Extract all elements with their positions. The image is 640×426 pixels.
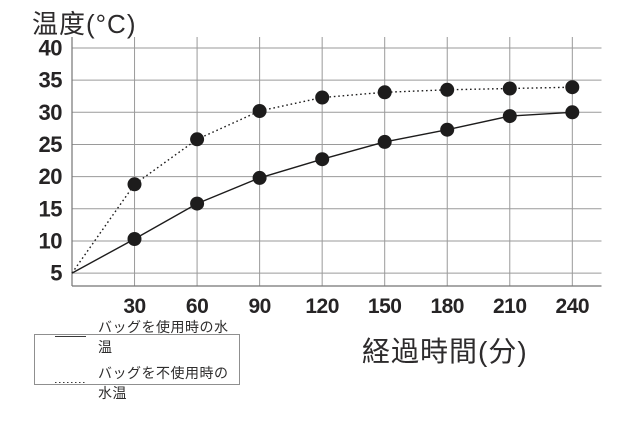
data-point-series1 [315,152,330,167]
x-tick-label: 120 [305,295,339,318]
y-tick-label: 20 [39,164,63,189]
legend-box: バッグを使用時の水温 バッグを不使用時の水温 [34,319,240,401]
data-point-series1 [252,170,267,185]
x-axis-title: 経過時間(分) [362,336,528,367]
x-tick-label: 30 [123,295,145,318]
data-point-series2 [190,132,205,147]
y-tick-label: 30 [39,100,63,125]
x-tick-label: 90 [248,295,270,318]
y-tick-label: 5 [50,261,62,286]
legend-line-solid-sample [55,336,86,337]
data-point-series2 [127,177,142,192]
data-point-series2 [440,82,455,97]
data-point-series2 [565,80,580,95]
legend-label-bag-used: バッグを使用時の水温 [98,318,229,355]
legend-label-bag-not-used: バッグを不使用時の水温 [98,364,229,401]
y-tick-label: 40 [39,35,63,60]
data-point-series2 [377,85,392,100]
legend-item-bag-used: バッグを使用時の水温 [55,317,239,357]
x-tick-label: 210 [493,295,527,318]
legend-item-bag-not-used: バッグを不使用時の水温 [55,363,239,403]
data-point-series1 [377,134,392,149]
x-tick-label: 60 [186,295,208,318]
data-point-series2 [252,104,267,118]
legend-line-dotted-sample [55,381,86,384]
x-tick-label: 240 [556,295,590,318]
y-tick-label: 10 [39,228,63,253]
y-tick-label: 15 [39,196,63,221]
data-point-series1 [127,232,142,246]
y-tick-label: 35 [39,68,63,93]
data-point-series1 [565,105,580,120]
data-point-series1 [440,122,455,137]
data-point-series2 [315,90,330,105]
data-point-series1 [190,196,205,211]
x-tick-label: 150 [368,295,402,318]
x-tick-label: 180 [430,295,464,318]
y-axis-title: 温度(°C) [32,9,137,39]
y-tick-label: 25 [39,132,63,157]
data-point-series2 [502,81,517,96]
data-point-series1 [502,109,517,124]
